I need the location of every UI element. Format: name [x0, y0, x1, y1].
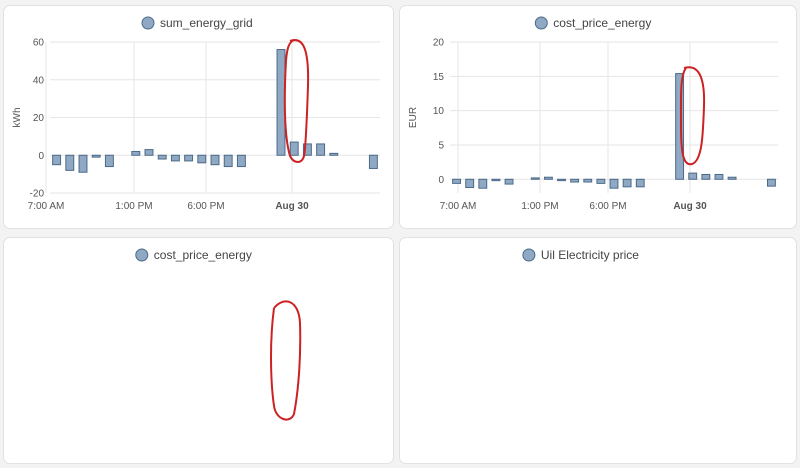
bar — [543, 176, 553, 180]
bar — [368, 154, 378, 169]
bar — [223, 154, 233, 168]
bar — [210, 154, 220, 166]
chart-energy-grid: sum_energy_grid kWh -20 0 20 40 60 7:00 AM 1:00 … — [12, 16, 380, 212]
legend-marker — [141, 16, 155, 30]
y-tick-label: 15 — [433, 72, 445, 83]
chart-card-cost-bar: cost_price_energy EUR 0 5 10 15 20 7:00 AM 1:00 … — [400, 6, 796, 228]
bar — [316, 143, 326, 156]
y-tick-label: 0 — [38, 151, 44, 162]
bar — [197, 154, 207, 164]
bar — [65, 154, 75, 171]
x-tick-label: 7:00 AM — [440, 201, 477, 212]
highlight-annotation — [679, 66, 706, 166]
bar — [452, 178, 461, 184]
chart-card-energy-grid: sum_energy_grid kWh -20 0 20 40 60 7:00 AM 1:00 … — [4, 6, 393, 228]
bar — [52, 154, 62, 166]
y-tick-label: 5 — [438, 140, 444, 151]
bar — [478, 178, 488, 189]
y-axis-label: kWh — [12, 108, 23, 128]
bar — [465, 178, 475, 189]
legend-marker — [534, 16, 548, 30]
bar — [727, 176, 737, 180]
y-tick-label: 40 — [33, 75, 45, 86]
bar — [184, 154, 194, 162]
bar — [622, 178, 632, 188]
bar — [104, 154, 114, 168]
y-tick-label: -20 — [30, 189, 45, 200]
bar — [530, 177, 540, 180]
bar — [302, 143, 312, 156]
bar — [583, 178, 593, 183]
y-tick-label: 10 — [433, 106, 445, 117]
bar — [289, 141, 299, 156]
bar — [144, 149, 154, 156]
bar — [635, 178, 645, 188]
bar — [491, 178, 501, 182]
x-tick-label: 7:00 AM — [28, 201, 65, 212]
bar — [78, 154, 88, 173]
bar — [91, 154, 101, 158]
bar — [236, 154, 246, 168]
chart-electricity-price: Uil Electricity priceEUR/kWh0.200.250.30… — [408, 43, 778, 262]
highlight-annotation — [283, 39, 310, 163]
bar — [157, 154, 167, 160]
y-tick-label: 0 — [438, 175, 444, 186]
x-tick-label: 1:00 PM — [521, 201, 558, 212]
y-axis-label: EUR — [408, 107, 419, 128]
legend-marker — [522, 248, 536, 262]
bar — [714, 173, 724, 180]
bar — [675, 73, 685, 180]
bar — [557, 178, 566, 182]
bar — [329, 152, 339, 156]
x-tick-label: Aug 30 — [673, 201, 707, 212]
bar — [767, 178, 776, 187]
chart-card-electricity-price: Uil Electricity priceEUR/kWh0.200.250.30… — [400, 43, 796, 463]
x-tick-label: 6:00 PM — [589, 201, 626, 212]
y-tick-label: 60 — [33, 38, 45, 49]
bar — [170, 154, 180, 162]
x-tick-label: 1:00 PM — [115, 201, 152, 212]
legend-marker — [135, 248, 149, 262]
bar — [131, 150, 141, 156]
chart-title: cost_price_energy — [154, 248, 252, 262]
bar — [688, 172, 698, 180]
x-tick-label: 6:00 PM — [187, 201, 224, 212]
highlight-annotation — [270, 300, 302, 421]
bar — [596, 178, 606, 184]
bar — [609, 178, 619, 189]
chart-title: sum_energy_grid — [160, 16, 253, 30]
y-tick-label: 20 — [433, 38, 445, 49]
chart-title: cost_price_energy — [553, 16, 651, 30]
chart-title: Uil Electricity price — [541, 248, 639, 262]
bar — [504, 178, 514, 185]
bar — [701, 173, 711, 180]
x-tick-label: Aug 30 — [275, 201, 309, 212]
chart-cost-bar: cost_price_energy EUR 0 5 10 15 20 7:00 AM 1:00 … — [408, 16, 778, 212]
y-tick-label: 20 — [33, 113, 45, 124]
bar — [570, 178, 580, 183]
